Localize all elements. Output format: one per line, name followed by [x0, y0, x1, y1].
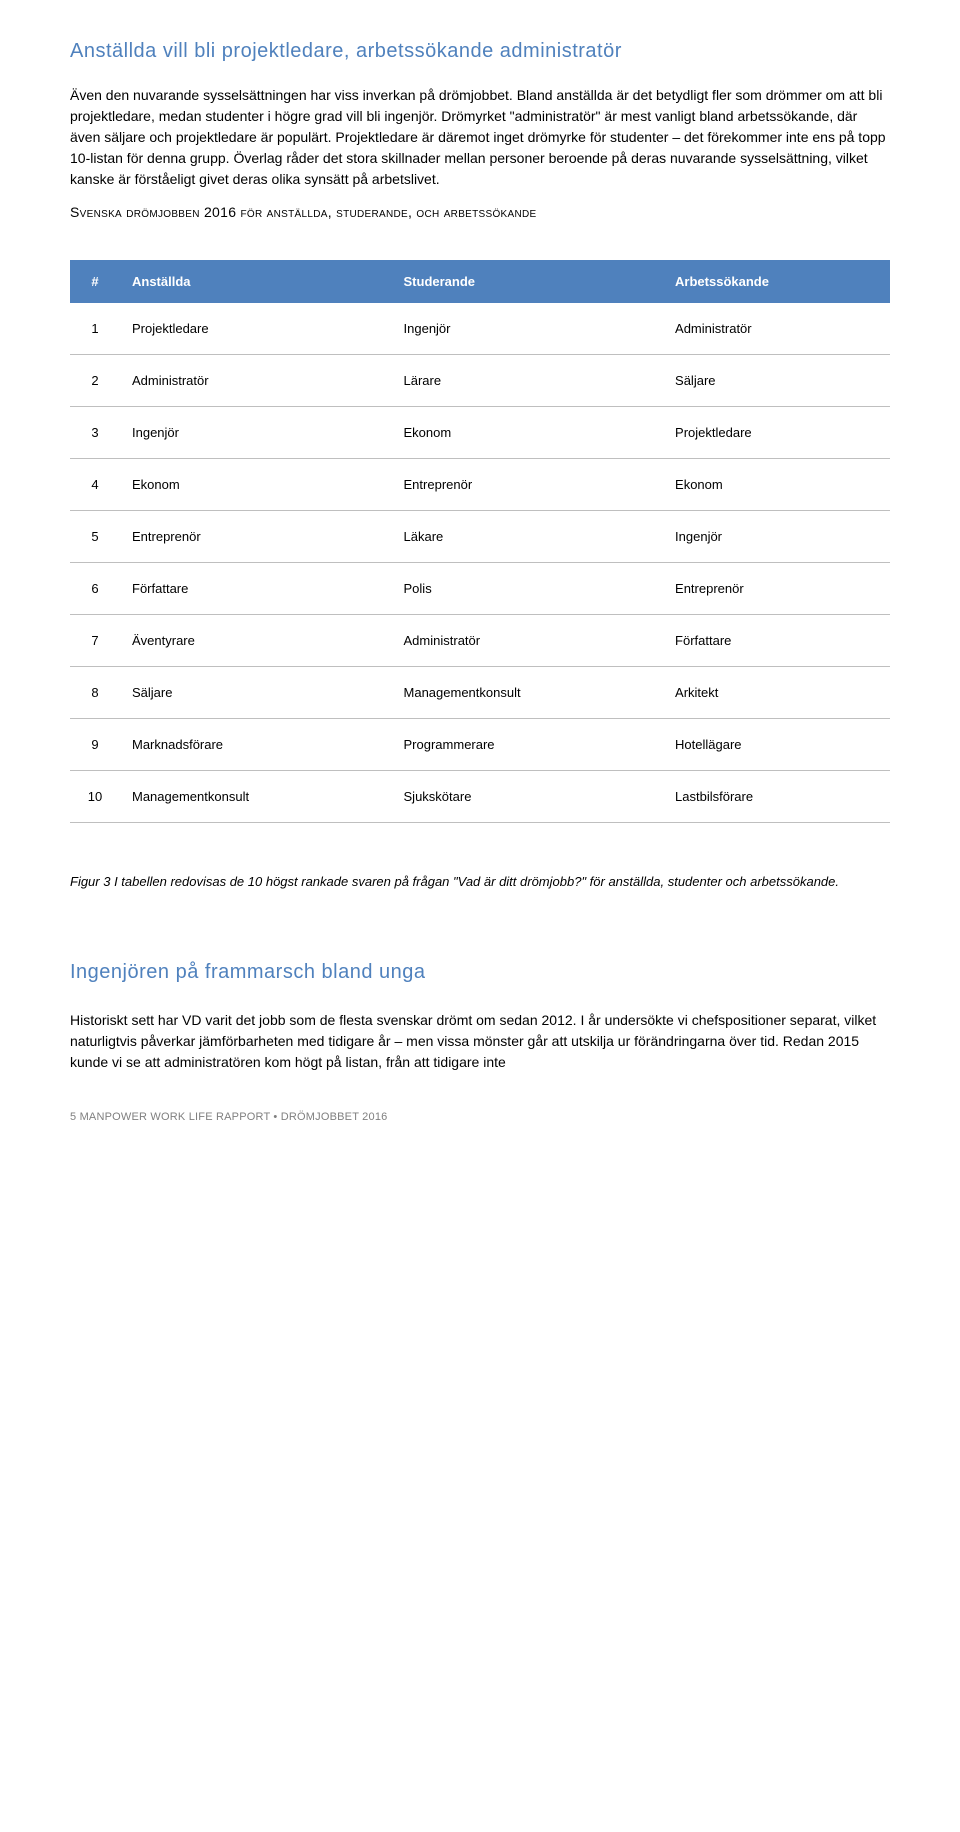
table-cell: Lastbilsförare: [663, 771, 890, 823]
table-row: 4EkonomEntreprenörEkonom: [70, 459, 890, 511]
table-cell: 8: [70, 667, 120, 719]
table-header-cell: Studerande: [392, 260, 664, 303]
table-cell: Hotellägare: [663, 719, 890, 771]
table-row: 5EntreprenörLäkareIngenjör: [70, 511, 890, 563]
table-cell: Äventyrare: [120, 615, 392, 667]
table-cell: Ingenjör: [120, 407, 392, 459]
table-cell: 1: [70, 303, 120, 355]
table-cell: 9: [70, 719, 120, 771]
table-cell: Projektledare: [663, 407, 890, 459]
table-cell: Sjukskötare: [392, 771, 664, 823]
table-cell: Ingenjör: [663, 511, 890, 563]
page-footer: 5 MANPOWER WORK LIFE RAPPORT • DRÖMJOBBE…: [70, 1111, 890, 1123]
table-cell: Läkare: [392, 511, 664, 563]
table-row: 9MarknadsförareProgrammerareHotellägare: [70, 719, 890, 771]
table-cell: Administratör: [663, 303, 890, 355]
section-paragraph: Även den nuvarande sysselsättningen har …: [70, 85, 890, 190]
table-cell: Författare: [120, 563, 392, 615]
table-cell: Författare: [663, 615, 890, 667]
table-header-row: # Anställda Studerande Arbetssökande: [70, 260, 890, 303]
table-cell: Entreprenör: [120, 511, 392, 563]
dream-jobs-table: # Anställda Studerande Arbetssökande 1Pr…: [70, 260, 890, 823]
table-row: 3IngenjörEkonomProjektledare: [70, 407, 890, 459]
table-cell: Administratör: [392, 615, 664, 667]
table-cell: Entreprenör: [663, 563, 890, 615]
table-cell: Ekonom: [120, 459, 392, 511]
table-cell: Säljare: [120, 667, 392, 719]
table-row: 1ProjektledareIngenjörAdministratör: [70, 303, 890, 355]
table-cell: 3: [70, 407, 120, 459]
section-title-2: Ingenjören på frammarsch bland unga: [70, 961, 890, 984]
table-cell: Lärare: [392, 355, 664, 407]
table-cell: 5: [70, 511, 120, 563]
table-row: 8SäljareManagementkonsultArkitekt: [70, 667, 890, 719]
section-paragraph-2: Historiskt sett har VD varit det jobb so…: [70, 1010, 890, 1073]
table-cell: Managementkonsult: [120, 771, 392, 823]
table-header-cell: Arbetssökande: [663, 260, 890, 303]
table-header-cell: Anställda: [120, 260, 392, 303]
table-cell: Polis: [392, 563, 664, 615]
table-cell: Arkitekt: [663, 667, 890, 719]
table-cell: 2: [70, 355, 120, 407]
table-cell: Ekonom: [392, 407, 664, 459]
section-subtitle: Svenska drömjobben 2016 för anställda, s…: [70, 204, 890, 220]
table-cell: Entreprenör: [392, 459, 664, 511]
table-cell: 4: [70, 459, 120, 511]
table-cell: 6: [70, 563, 120, 615]
table-cell: Managementkonsult: [392, 667, 664, 719]
table-body: 1ProjektledareIngenjörAdministratör2Admi…: [70, 303, 890, 823]
table-cell: 10: [70, 771, 120, 823]
table-row: 7ÄventyrareAdministratörFörfattare: [70, 615, 890, 667]
table-cell: Ingenjör: [392, 303, 664, 355]
table-cell: 7: [70, 615, 120, 667]
table-cell: Administratör: [120, 355, 392, 407]
table-row: 6FörfattarePolisEntreprenör: [70, 563, 890, 615]
table-cell: Säljare: [663, 355, 890, 407]
section-title: Anställda vill bli projektledare, arbets…: [70, 40, 890, 63]
table-cell: Ekonom: [663, 459, 890, 511]
table-row: 2AdministratörLärareSäljare: [70, 355, 890, 407]
table-cell: Marknadsförare: [120, 719, 392, 771]
table-row: 10ManagementkonsultSjukskötareLastbilsfö…: [70, 771, 890, 823]
table-cell: Programmerare: [392, 719, 664, 771]
table-cell: Projektledare: [120, 303, 392, 355]
table-header-cell: #: [70, 260, 120, 303]
table-caption: Figur 3 I tabellen redovisas de 10 högst…: [70, 873, 890, 891]
